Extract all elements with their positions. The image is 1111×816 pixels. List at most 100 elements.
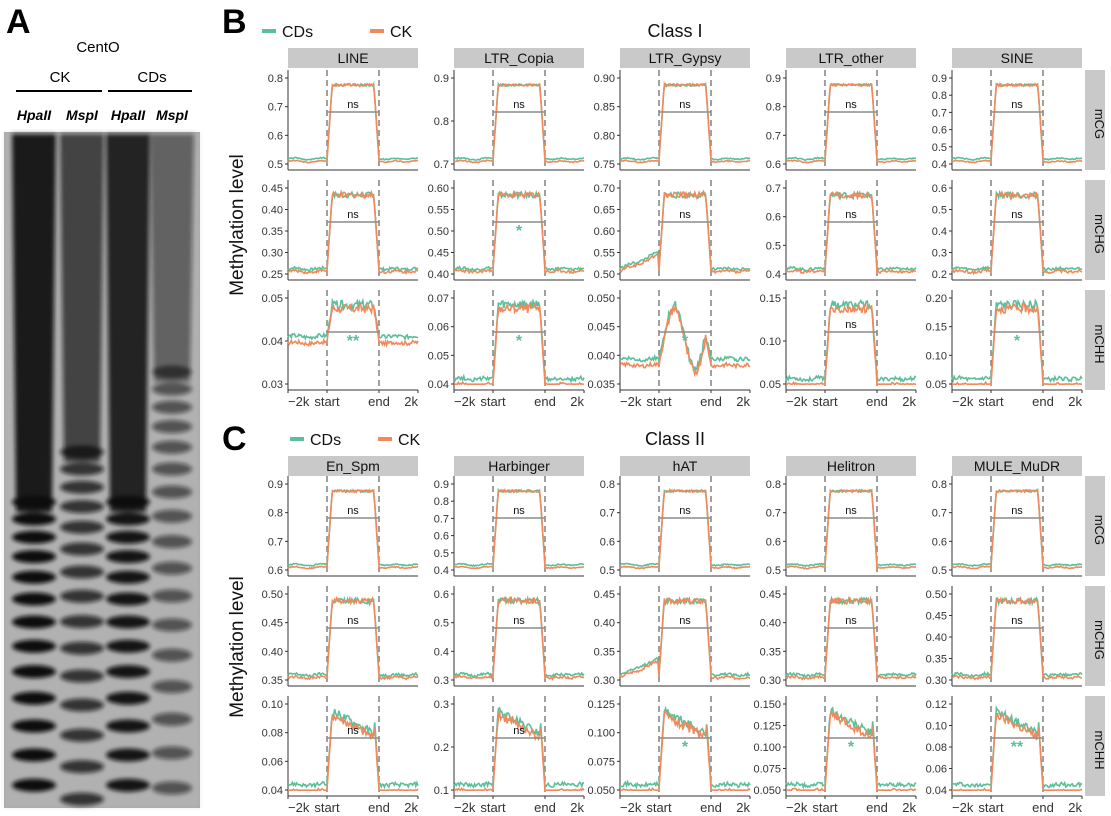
y-tick-label: 0.3 <box>434 675 449 687</box>
gel-band <box>60 520 104 534</box>
y-tick-label: 0.03 <box>262 379 283 391</box>
facet-classI-LTR_Gypsy-mCHH: 0.035 0.040 0.045 0.050 * −2k start end 2k <box>587 290 751 409</box>
significance-label: ns <box>347 505 359 517</box>
gel-band <box>12 691 56 705</box>
facet-classII-Helitron-mCHH: 0.050 0.075 0.100 0.125 0.150 * −2k start end 2k <box>753 696 917 815</box>
curve-cds <box>287 81 418 161</box>
gel-band <box>106 639 150 653</box>
curve-ck <box>952 302 1082 386</box>
curve-ck <box>287 82 419 164</box>
gel-band <box>152 561 192 575</box>
y-tick-label: 0.035 <box>587 379 615 391</box>
legend-c-cds-label: CDs <box>310 432 341 449</box>
x-tick-label: 2k <box>1068 394 1082 409</box>
y-tick-label: 0.45 <box>594 589 615 601</box>
curve-cds <box>619 705 751 790</box>
significance-label: ns <box>513 725 525 737</box>
y-tick-label: 0.75 <box>594 159 615 171</box>
gel-lane <box>60 134 104 806</box>
facet-classII-En_Spm-mCHG: 0.35 0.40 0.45 0.50 ns <box>262 586 419 687</box>
x-tick-label: start <box>314 800 340 815</box>
y-tick-label: 0.8 <box>932 90 947 102</box>
curve-ck <box>951 82 1083 164</box>
gel-band <box>152 509 192 523</box>
facet-classII-Helitron-mCHG: 0.30 0.35 0.40 0.45 ns <box>760 586 917 687</box>
significance-label: ** <box>347 333 360 350</box>
significance-label: * <box>682 739 689 756</box>
y-tick-label: 0.40 <box>262 205 283 217</box>
y-tick-label: 0.10 <box>926 350 947 362</box>
facet-classII-hAT-mCHG: 0.30 0.35 0.40 0.45 ns <box>594 586 751 687</box>
y-tick-label: 0.05 <box>760 379 781 391</box>
y-tick-label: 0.35 <box>594 646 615 658</box>
curve-ck <box>287 595 419 681</box>
x-tick-label: −2k <box>454 800 476 815</box>
gel-band <box>106 719 150 733</box>
gel-band <box>106 570 150 584</box>
gel-band <box>12 615 56 629</box>
curve-ck <box>785 709 917 792</box>
facet-classI-LTR_Copia-mCHH: 0.04 0.05 0.06 0.07 * −2k start end 2k <box>428 290 585 409</box>
gel-band <box>60 445 104 459</box>
y-tick-label: 0.30 <box>594 675 615 687</box>
y-tick-label: 0.4 <box>766 269 781 281</box>
gel-band <box>60 698 104 712</box>
gel-band <box>152 365 192 379</box>
facet-classI-LINE-mCG: LINE 0.5 0.6 0.7 0.8 ns <box>268 48 419 171</box>
curve-cds <box>453 706 585 789</box>
significance-label: ** <box>1011 739 1024 756</box>
facet-strip <box>620 456 750 476</box>
y-tick-label: 0.4 <box>932 226 947 238</box>
x-tick-label: −2k <box>288 394 310 409</box>
gel-band <box>12 748 56 762</box>
gel-lane-2: MspI <box>66 107 99 123</box>
facet-strip-label: LTR_Copia <box>484 50 554 66</box>
panel-label-b: B <box>222 3 247 41</box>
facet-strip <box>786 456 916 476</box>
y-tick-label: 0.35 <box>262 226 283 238</box>
y-tick-label: 0.05 <box>428 350 449 362</box>
facet-strip <box>454 456 584 476</box>
y-tick-label: 0.5 <box>600 565 615 577</box>
legend-c-ck-label: CK <box>398 432 421 449</box>
y-tick-label: 0.7 <box>932 107 947 119</box>
y-tick-label: 0.40 <box>926 632 947 644</box>
y-tick-label: 0.05 <box>926 379 947 391</box>
significance-label: ns <box>845 615 857 627</box>
y-tick-label: 0.100 <box>753 742 781 754</box>
y-tick-label: 0.125 <box>753 721 781 733</box>
panel-label-c: C <box>222 420 247 458</box>
y-tick-label: 0.5 <box>434 618 449 630</box>
facet-strip <box>288 48 418 68</box>
curve-cds <box>619 488 751 567</box>
y-tick-label: 0.8 <box>268 73 283 85</box>
facet-classI-SINE-mCG: SINE mCG 0.4 0.5 0.6 0.7 0.8 0.9 ns <box>932 48 1107 171</box>
y-tick-label: 0.5 <box>268 159 283 171</box>
facet-classI-LTR_Gypsy-mCG: LTR_Gypsy 0.75 0.80 0.85 0.90 ns <box>594 48 751 171</box>
significance-label: ns <box>845 99 857 111</box>
y-tick-label: 0.4 <box>434 565 449 577</box>
y-tick-label: 0.20 <box>926 293 947 305</box>
significance-label: ns <box>347 99 359 111</box>
legend-b: CDs CK <box>262 24 413 41</box>
y-tick-label: 0.7 <box>434 513 449 525</box>
curve-cds <box>619 596 751 678</box>
context-strip <box>1085 290 1105 390</box>
y-tick-label: 0.9 <box>434 73 449 85</box>
curve-ck <box>453 82 585 164</box>
y-tick-label: 0.6 <box>268 130 283 142</box>
gel-smear <box>60 134 104 462</box>
grid-class-ii: En_Spm0.60.70.80.9nsHarbinger0.40.50.60.… <box>262 456 1107 815</box>
gel-band <box>152 400 192 414</box>
y-tick-label: 0.06 <box>926 764 947 776</box>
y-tick-label: 0.2 <box>932 269 947 281</box>
y-tick-label: 0.30 <box>926 675 947 687</box>
x-tick-label: start <box>812 800 838 815</box>
gel-band <box>60 500 104 514</box>
curve-cds <box>453 595 585 679</box>
gel-band <box>106 530 150 544</box>
curve-ck <box>785 82 917 164</box>
y-tick-label: 0.40 <box>262 646 283 658</box>
y-tick-label: 0.075 <box>587 756 615 768</box>
curve-cds <box>785 189 917 273</box>
